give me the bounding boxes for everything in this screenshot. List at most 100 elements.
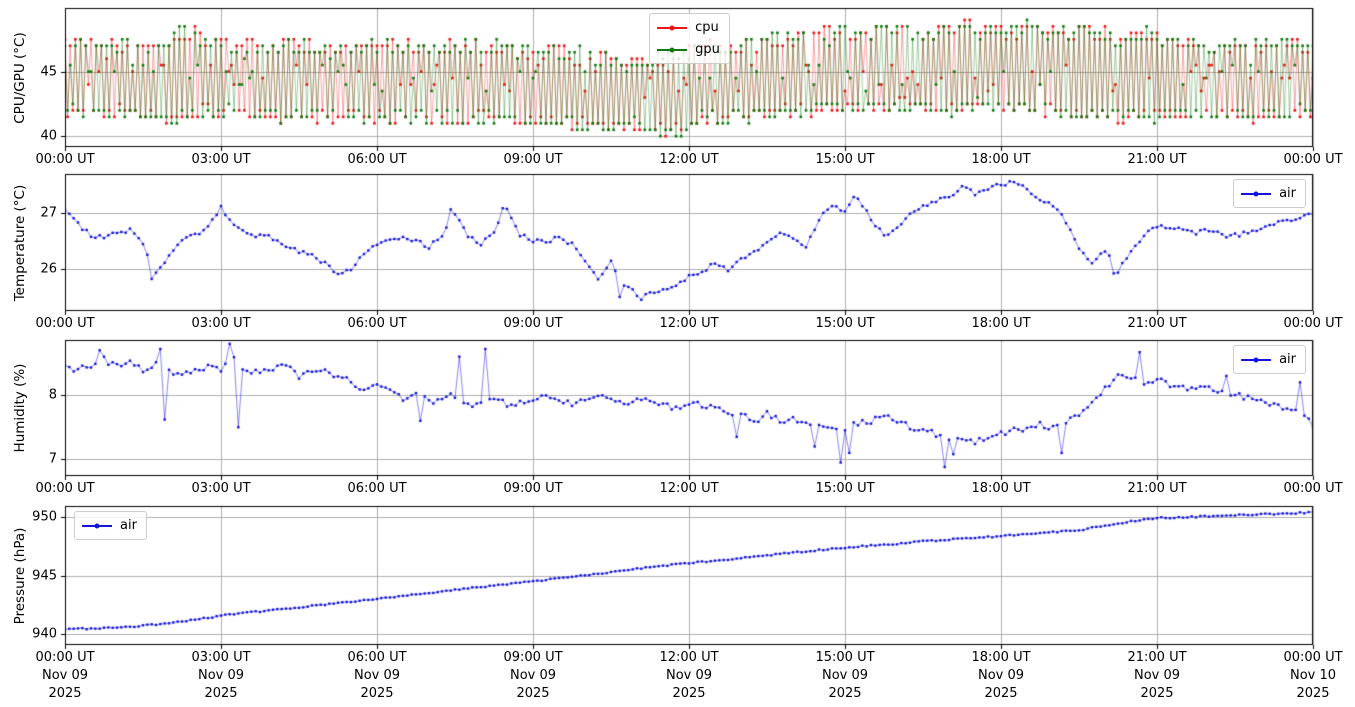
x-tick-date: Nov 09 bbox=[353, 668, 401, 683]
x-tick-label: 00:00 UT bbox=[1283, 316, 1343, 331]
x-tick-label-date: 15:00 UT Nov 09 2025 bbox=[815, 649, 874, 703]
legend-entry-air: air bbox=[82, 515, 137, 536]
legend-entry-air: air bbox=[1241, 349, 1296, 370]
x-tick-label: 00:00 UT bbox=[35, 316, 95, 331]
x-tick-label: 12:00 UT bbox=[659, 316, 719, 331]
x-tick-label-date: 00:00 UT Nov 09 2025 bbox=[35, 649, 94, 703]
x-tick-label: 03:00 UT bbox=[191, 152, 251, 167]
x-tick-label-date: 12:00 UT Nov 09 2025 bbox=[659, 649, 718, 703]
x-tick-year: 2025 bbox=[672, 686, 706, 701]
x-tick-label: 00:00 UT bbox=[35, 481, 95, 496]
x-tick-label-date: 18:00 UT Nov 09 2025 bbox=[971, 649, 1030, 703]
x-tick-label-date: 09:00 UT Nov 09 2025 bbox=[503, 649, 562, 703]
x-tick-label: 00:00 UT bbox=[1283, 481, 1343, 496]
x-tick-label: 09:00 UT bbox=[503, 316, 563, 331]
x-tick-label: 03:00 UT bbox=[191, 316, 251, 331]
y-tick-label: 45 bbox=[40, 64, 57, 80]
y-axis-label-humidity: Humidity (%) bbox=[12, 363, 28, 453]
x-tick-label: 06:00 UT bbox=[347, 152, 407, 167]
x-tick-label: 18:00 UT bbox=[971, 152, 1031, 167]
x-tick-year: 2025 bbox=[516, 686, 550, 701]
x-tick-time: 06:00 UT bbox=[347, 650, 407, 665]
legend-entry-air: air bbox=[1241, 183, 1296, 204]
x-tick-year: 2025 bbox=[48, 686, 82, 701]
legend: air bbox=[74, 511, 147, 540]
legend: cpu gpu bbox=[649, 13, 730, 64]
x-tick-time: 09:00 UT bbox=[503, 650, 563, 665]
x-tick-label: 15:00 UT bbox=[815, 481, 875, 496]
legend-entry-cpu: cpu bbox=[657, 17, 720, 38]
x-tick-label: 03:00 UT bbox=[191, 481, 251, 496]
x-tick-time: 18:00 UT bbox=[971, 650, 1031, 665]
y-axis-label-temperature: Temperature (°C) bbox=[12, 184, 28, 301]
x-tick-year: 2025 bbox=[1296, 686, 1330, 701]
legend: air bbox=[1233, 179, 1306, 208]
x-tick-label: 21:00 UT bbox=[1127, 152, 1187, 167]
legend: air bbox=[1233, 345, 1306, 374]
x-tick-label-date: 03:00 UT Nov 09 2025 bbox=[191, 649, 250, 703]
x-tick-label-date: 06:00 UT Nov 09 2025 bbox=[347, 649, 406, 703]
legend-marker-icon bbox=[669, 47, 675, 52]
x-tick-label: 06:00 UT bbox=[347, 316, 407, 331]
x-tick-time: 00:00 UT bbox=[1283, 650, 1343, 665]
legend-line-sample-icon bbox=[657, 25, 688, 30]
x-tick-time: 12:00 UT bbox=[659, 650, 719, 665]
legend-marker-icon bbox=[1253, 357, 1259, 362]
x-tick-label: 09:00 UT bbox=[503, 152, 563, 167]
x-tick-label-date: 00:00 UT Nov 10 2025 bbox=[1283, 649, 1342, 703]
y-tick-label: 940 bbox=[32, 626, 57, 642]
x-tick-label: 00:00 UT bbox=[35, 152, 95, 167]
legend-line-sample-icon bbox=[82, 523, 112, 528]
legend-line-sample-icon bbox=[1241, 357, 1272, 362]
legend-marker-icon bbox=[1253, 191, 1259, 196]
x-tick-year: 2025 bbox=[828, 686, 862, 701]
legend-marker-icon bbox=[94, 523, 100, 528]
x-tick-year: 2025 bbox=[204, 686, 238, 701]
y-tick-label: 8 bbox=[48, 387, 57, 403]
x-tick-date: Nov 09 bbox=[41, 668, 89, 683]
legend-label: air bbox=[120, 518, 137, 533]
x-tick-time: 15:00 UT bbox=[815, 650, 875, 665]
legend-label: air bbox=[1279, 352, 1296, 367]
x-tick-year: 2025 bbox=[984, 686, 1018, 701]
x-tick-label: 09:00 UT bbox=[503, 481, 563, 496]
y-tick-label: 945 bbox=[32, 568, 57, 584]
x-tick-label-date: 21:00 UT Nov 09 2025 bbox=[1127, 649, 1186, 703]
x-tick-time: 21:00 UT bbox=[1127, 650, 1187, 665]
x-tick-date: Nov 09 bbox=[977, 668, 1025, 683]
x-tick-label: 18:00 UT bbox=[971, 316, 1031, 331]
legend-label: cpu bbox=[695, 20, 719, 35]
y-tick-label: 40 bbox=[40, 128, 57, 144]
y-tick-label: 27 bbox=[40, 205, 57, 221]
x-tick-date: Nov 10 bbox=[1289, 668, 1337, 683]
x-tick-label: 12:00 UT bbox=[659, 481, 719, 496]
x-tick-label: 21:00 UT bbox=[1127, 481, 1187, 496]
y-tick-label: 7 bbox=[48, 451, 57, 467]
x-tick-date: Nov 09 bbox=[197, 668, 245, 683]
x-tick-label: 18:00 UT bbox=[971, 481, 1031, 496]
legend-label: air bbox=[1279, 186, 1296, 201]
x-tick-time: 03:00 UT bbox=[191, 650, 251, 665]
x-tick-date: Nov 09 bbox=[1133, 668, 1181, 683]
legend-line-sample-icon bbox=[1241, 191, 1272, 196]
y-tick-label: 950 bbox=[32, 509, 57, 525]
x-tick-date: Nov 09 bbox=[509, 668, 557, 683]
legend-line-sample-icon bbox=[657, 47, 688, 52]
x-tick-time: 00:00 UT bbox=[35, 650, 95, 665]
x-tick-label: 00:00 UT bbox=[1283, 152, 1343, 167]
y-tick-label: 26 bbox=[40, 261, 57, 277]
x-tick-year: 2025 bbox=[1140, 686, 1174, 701]
x-tick-date: Nov 09 bbox=[821, 668, 869, 683]
x-tick-label: 15:00 UT bbox=[815, 316, 875, 331]
x-tick-label: 12:00 UT bbox=[659, 152, 719, 167]
legend-marker-icon bbox=[669, 25, 675, 30]
x-tick-label: 06:00 UT bbox=[347, 481, 407, 496]
x-tick-label: 21:00 UT bbox=[1127, 316, 1187, 331]
x-tick-label: 15:00 UT bbox=[815, 152, 875, 167]
legend-label: gpu bbox=[695, 42, 720, 57]
legend-entry-gpu: gpu bbox=[657, 39, 720, 60]
x-tick-date: Nov 09 bbox=[665, 668, 713, 683]
x-tick-year: 2025 bbox=[360, 686, 394, 701]
